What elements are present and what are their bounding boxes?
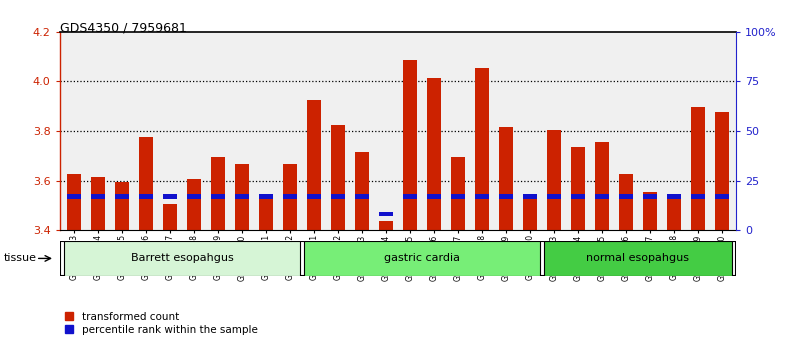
Bar xyxy=(139,194,153,199)
Bar xyxy=(427,194,441,199)
Bar xyxy=(572,147,584,230)
Bar xyxy=(691,107,704,230)
Bar xyxy=(92,194,105,199)
Bar xyxy=(691,194,704,199)
Bar xyxy=(307,100,321,230)
Bar xyxy=(643,192,657,230)
Bar xyxy=(595,194,608,199)
Text: normal esopahgus: normal esopahgus xyxy=(587,253,689,263)
Bar xyxy=(188,179,201,230)
Bar xyxy=(572,194,584,199)
Bar xyxy=(619,174,633,230)
Bar xyxy=(355,152,369,230)
Bar xyxy=(619,194,633,199)
Bar xyxy=(355,194,369,199)
Bar xyxy=(259,194,273,199)
Bar xyxy=(236,194,248,199)
Bar xyxy=(427,78,441,230)
Bar xyxy=(451,157,465,230)
Bar xyxy=(236,164,248,230)
Text: gastric cardia: gastric cardia xyxy=(384,253,460,263)
Bar xyxy=(307,194,321,199)
Bar xyxy=(68,194,80,199)
Bar xyxy=(212,194,224,199)
Bar xyxy=(212,157,224,230)
Bar xyxy=(667,194,681,230)
Bar xyxy=(716,194,728,199)
Bar xyxy=(523,194,537,199)
Bar xyxy=(643,194,657,199)
Bar xyxy=(259,194,273,230)
Bar xyxy=(331,125,345,230)
Bar xyxy=(92,177,105,230)
Text: Barrett esopahgus: Barrett esopahgus xyxy=(131,253,233,263)
Legend: transformed count, percentile rank within the sample: transformed count, percentile rank withi… xyxy=(65,312,257,335)
Bar xyxy=(548,194,560,199)
Bar xyxy=(595,142,608,230)
Bar xyxy=(404,60,416,230)
Bar xyxy=(163,194,177,199)
Bar xyxy=(115,182,129,230)
Bar xyxy=(544,241,732,276)
Text: tissue: tissue xyxy=(4,253,37,263)
Bar xyxy=(188,194,201,199)
Bar xyxy=(380,212,392,216)
Bar xyxy=(283,194,297,199)
Bar xyxy=(716,112,728,230)
Bar xyxy=(380,221,392,230)
Bar xyxy=(404,194,416,199)
Bar xyxy=(64,241,300,276)
Bar xyxy=(68,174,80,230)
Bar xyxy=(115,194,129,199)
Bar xyxy=(523,194,537,230)
Bar xyxy=(451,194,465,199)
Bar xyxy=(475,68,489,230)
Bar xyxy=(499,127,513,230)
Bar xyxy=(667,194,681,199)
Bar xyxy=(283,164,297,230)
Bar xyxy=(163,204,177,230)
Bar xyxy=(475,194,489,199)
Text: GDS4350 / 7959681: GDS4350 / 7959681 xyxy=(60,21,186,34)
Bar xyxy=(304,241,540,276)
Bar xyxy=(139,137,153,230)
Bar xyxy=(331,194,345,199)
Bar xyxy=(548,130,560,230)
Bar xyxy=(499,194,513,199)
